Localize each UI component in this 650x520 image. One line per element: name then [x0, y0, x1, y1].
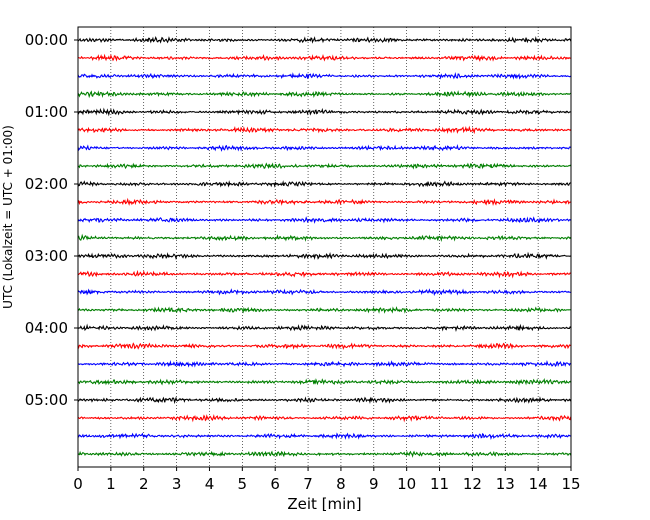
y-tick-label: 03:00	[25, 247, 68, 265]
x-tick-label: 9	[369, 475, 379, 493]
seismogram-trace	[77, 378, 572, 386]
x-tick-label: 2	[139, 475, 149, 493]
seismogram-trace	[77, 197, 571, 207]
x-tick-label: 15	[561, 475, 580, 493]
y-axis-label: UTC (Lokalzeit = UTC + 01:00)	[1, 125, 15, 309]
y-axis-ticks: 00:00 01:00 02:00 03:00 04:00 05:00	[25, 31, 78, 409]
x-tick-label: 7	[303, 475, 313, 493]
plot-frame	[77, 26, 572, 468]
seismogram-trace	[77, 90, 571, 99]
grid-lines	[110, 27, 539, 467]
y-tick-label: 04:00	[25, 319, 68, 337]
y-tick-label: 02:00	[25, 175, 68, 193]
seismogram-trace	[77, 306, 571, 314]
seismogram-trace	[77, 251, 572, 261]
trace-group	[77, 35, 572, 458]
seismogram-trace	[77, 323, 572, 332]
seismogram-trace	[77, 288, 571, 297]
y-tick-label: 01:00	[25, 103, 68, 121]
seismogram-trace	[77, 107, 571, 117]
seismogram-trace	[77, 396, 572, 405]
x-tick-label: 3	[172, 475, 182, 493]
x-axis-ticks: 0 1 2 3 4 5 6 7 8 9 10 11 12 13 14 15	[73, 467, 581, 493]
seismogram-trace	[77, 233, 572, 242]
x-tick-label: 5	[238, 475, 248, 493]
x-tick-label: 14	[529, 475, 548, 493]
y-tick-label: 00:00	[25, 31, 68, 49]
seismogram-trace	[77, 432, 571, 440]
x-axis-label: Zeit [min]	[287, 495, 361, 513]
x-tick-label: 12	[463, 475, 482, 493]
seismogram-trace	[77, 216, 572, 224]
seismogram-trace	[77, 53, 571, 62]
x-tick-label: 6	[270, 475, 280, 493]
x-tick-label: 11	[430, 475, 449, 493]
x-tick-label: 8	[336, 475, 346, 493]
seismogram-trace	[77, 125, 572, 135]
x-tick-label: 0	[73, 475, 83, 493]
seismogram-trace	[77, 71, 572, 80]
x-tick-label: 1	[106, 475, 116, 493]
seismogram-trace	[77, 180, 571, 188]
x-tick-label: 4	[205, 475, 215, 493]
x-tick-label: 13	[496, 475, 515, 493]
y-tick-label: 05:00	[25, 391, 68, 409]
seismogram-trace	[77, 269, 571, 279]
seismogram-trace	[77, 342, 571, 350]
seismogram-trace	[77, 359, 572, 368]
seismogram-trace	[77, 162, 572, 170]
x-tick-label: 10	[397, 475, 416, 493]
seismogram-trace	[77, 144, 572, 152]
seismogram-trace	[77, 414, 572, 423]
seismogram-trace	[77, 35, 572, 44]
seismogram-trace	[77, 450, 572, 458]
